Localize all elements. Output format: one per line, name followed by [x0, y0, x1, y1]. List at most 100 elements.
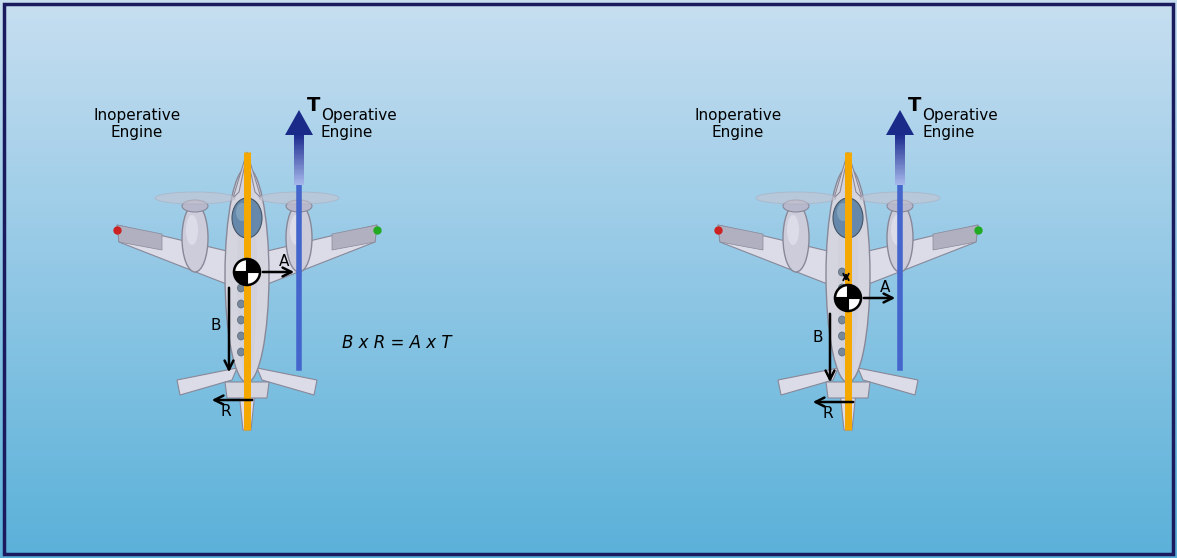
Ellipse shape [286, 200, 312, 212]
Bar [294, 175, 304, 176]
Text: R: R [822, 406, 832, 421]
Polygon shape [718, 225, 832, 285]
Bar [0, 315, 1177, 321]
Ellipse shape [225, 167, 270, 382]
Bar [0, 464, 1177, 470]
Bar [0, 422, 1177, 428]
Bar [294, 145, 304, 146]
Bar [0, 55, 1177, 60]
Bar [895, 166, 905, 167]
Bar [0, 32, 1177, 37]
Bar [294, 177, 304, 179]
Bar [895, 175, 905, 176]
Bar [0, 259, 1177, 265]
Bar [294, 162, 304, 163]
Bar [0, 241, 1177, 247]
Bar [294, 136, 304, 137]
Wedge shape [247, 259, 260, 272]
Bar [0, 506, 1177, 512]
Polygon shape [262, 225, 377, 285]
Bar [294, 171, 304, 172]
Bar [0, 311, 1177, 316]
Ellipse shape [259, 192, 339, 204]
Ellipse shape [891, 215, 903, 245]
Bar [0, 176, 1177, 181]
Bar [895, 134, 905, 136]
Bar [895, 148, 905, 150]
Bar [0, 250, 1177, 256]
Ellipse shape [237, 203, 248, 221]
Ellipse shape [238, 300, 245, 308]
Ellipse shape [838, 316, 845, 324]
Ellipse shape [290, 215, 302, 245]
Bar [0, 8, 1177, 14]
Bar [294, 155, 304, 156]
Ellipse shape [238, 284, 245, 292]
Bar [0, 357, 1177, 363]
Bar [895, 165, 905, 166]
Bar [895, 163, 905, 165]
Bar [0, 343, 1177, 349]
Bar [294, 182, 304, 184]
Bar [294, 166, 304, 167]
Bar [0, 88, 1177, 93]
Bar [0, 60, 1177, 65]
Bar [0, 399, 1177, 405]
Bar [294, 170, 304, 171]
Bar [0, 301, 1177, 307]
Polygon shape [840, 392, 856, 430]
Bar [0, 148, 1177, 153]
Bar [0, 27, 1177, 32]
Bar [294, 153, 304, 155]
Bar [0, 180, 1177, 186]
Bar [0, 4, 1177, 9]
Ellipse shape [838, 268, 845, 276]
Bar [0, 124, 1177, 130]
Ellipse shape [186, 215, 198, 245]
Bar [0, 515, 1177, 521]
Circle shape [834, 285, 862, 311]
Bar [895, 155, 905, 156]
Bar [895, 138, 905, 140]
Text: R: R [221, 404, 232, 419]
Bar [0, 395, 1177, 400]
Bar [0, 208, 1177, 214]
Bar [0, 97, 1177, 102]
Polygon shape [778, 368, 838, 395]
Polygon shape [117, 225, 231, 285]
Bar [895, 156, 905, 157]
Bar [895, 142, 905, 144]
Bar [0, 171, 1177, 177]
Bar [0, 478, 1177, 484]
Bar [895, 176, 905, 177]
Bar [0, 222, 1177, 228]
Bar [895, 158, 905, 160]
Bar [0, 194, 1177, 200]
Bar [294, 146, 304, 147]
Bar [294, 160, 304, 161]
Text: T: T [307, 96, 320, 115]
Ellipse shape [783, 204, 809, 272]
Bar [0, 501, 1177, 507]
Bar [0, 538, 1177, 544]
Bar [0, 334, 1177, 339]
Bar [0, 204, 1177, 209]
Bar [0, 232, 1177, 237]
Bar [0, 473, 1177, 479]
Ellipse shape [756, 192, 836, 204]
Wedge shape [847, 285, 862, 298]
Polygon shape [826, 382, 870, 398]
Bar [0, 497, 1177, 502]
Bar [0, 445, 1177, 451]
Ellipse shape [838, 348, 845, 356]
Ellipse shape [238, 348, 245, 356]
Bar [895, 177, 905, 179]
Bar [0, 487, 1177, 493]
Bar [0, 116, 1177, 121]
Bar [0, 431, 1177, 437]
Bar [0, 269, 1177, 275]
Bar [0, 381, 1177, 386]
Bar [0, 525, 1177, 530]
Bar [0, 376, 1177, 381]
Bar [0, 492, 1177, 498]
